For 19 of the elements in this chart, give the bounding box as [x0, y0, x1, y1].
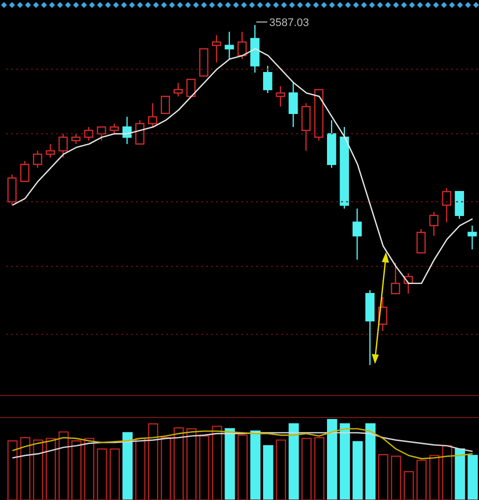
bar	[263, 445, 274, 500]
candlestick	[84, 126, 94, 142]
bar	[224, 428, 235, 500]
bar	[352, 441, 363, 500]
candlestick	[352, 208, 362, 260]
bar	[288, 423, 299, 500]
annotation: 3587.03	[269, 17, 310, 29]
candlestick	[174, 82, 183, 97]
bar	[365, 423, 376, 500]
candlestick	[263, 65, 272, 94]
candlestick	[288, 82, 298, 128]
bar	[250, 430, 260, 500]
bar	[340, 423, 350, 500]
candlestick	[224, 31, 234, 60]
bar	[468, 454, 478, 500]
bar	[454, 448, 466, 500]
candlestick	[468, 225, 477, 250]
bar	[326, 419, 338, 500]
bar	[122, 432, 133, 500]
